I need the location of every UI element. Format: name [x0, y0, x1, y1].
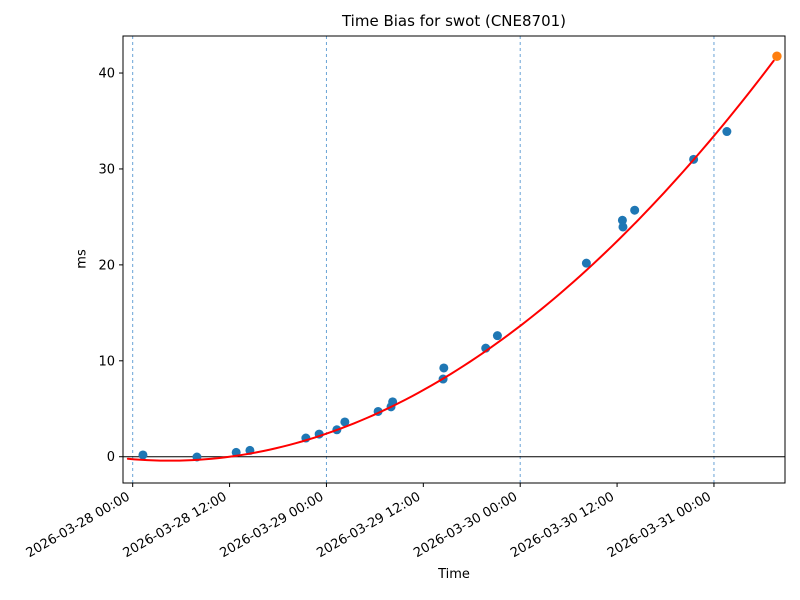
chart-title: Time Bias for swot (CNE8701) [341, 12, 567, 30]
y-tick-label: 20 [98, 258, 115, 273]
x-tick-label: 2026-03-30 12:00 [508, 489, 617, 561]
data-point [630, 205, 640, 215]
data-point [722, 127, 732, 137]
data-point [581, 258, 591, 268]
data-point [492, 331, 502, 341]
x-axis-label: Time [438, 567, 470, 582]
x-tick-label: 2026-03-28 00:00 [24, 489, 133, 561]
axes-spines [122, 35, 786, 484]
data-point [138, 450, 148, 460]
x-tick-label: 2026-03-29 00:00 [217, 489, 326, 561]
y-tick-label: 0 [107, 450, 115, 465]
data-point [340, 417, 350, 427]
data-point [618, 222, 628, 232]
data-point [439, 363, 449, 373]
x-tick-label: 2026-03-28 12:00 [121, 489, 230, 561]
y-tick-label: 30 [98, 162, 115, 177]
x-tick-label: 2026-03-31 00:00 [605, 489, 714, 561]
x-tick-label: 2026-03-30 00:00 [411, 489, 520, 561]
latest-data-point [772, 51, 782, 61]
x-tick-label: 2026-03-29 12:00 [314, 489, 423, 561]
y-tick-label: 10 [98, 354, 115, 369]
y-tick-label: 40 [98, 67, 115, 82]
data-point [617, 215, 627, 225]
fit-line [126, 59, 775, 462]
